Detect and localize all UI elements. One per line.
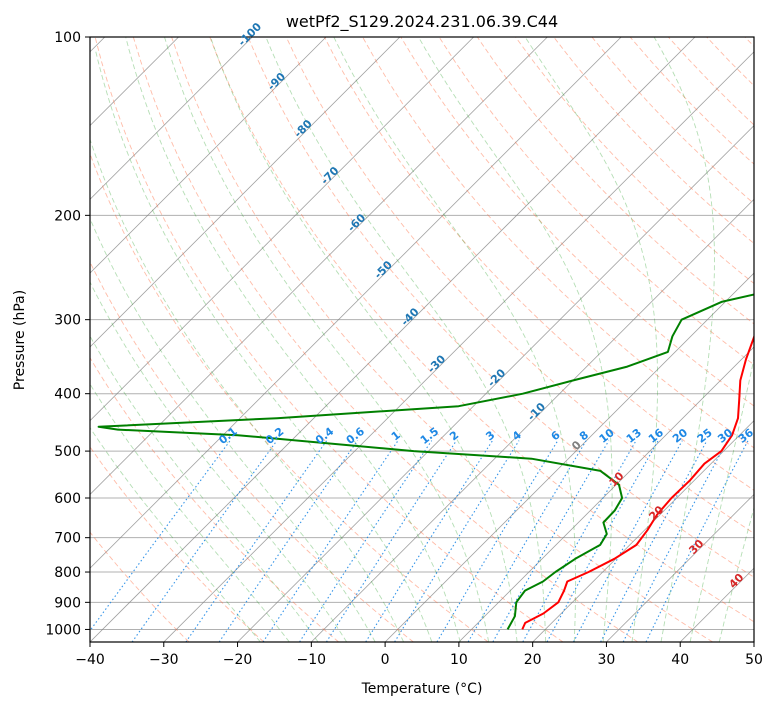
mixing-ratio-label: 16 <box>646 426 666 446</box>
isotherm-label: 30 <box>686 537 706 557</box>
moist-adiabat-line <box>654 37 714 642</box>
mixing-ratio-label: 20 <box>670 426 690 446</box>
dry-adiabat-line <box>0 37 264 642</box>
isotherm-label: 40 <box>726 571 746 591</box>
isotherm-line <box>90 37 695 642</box>
mixing-ratio-line <box>493 441 609 642</box>
mixing-ratio-line <box>263 441 398 642</box>
plot-area <box>0 37 775 642</box>
moist-adiabat-line <box>71 73 404 642</box>
isotherm-label: -50 <box>372 258 395 281</box>
isotherm-label: -100 <box>235 20 264 49</box>
mixing-ratio-label: 1.5 <box>418 425 441 447</box>
isotherm-line <box>0 37 474 642</box>
dry-adiabat-line <box>363 37 775 642</box>
y-tick-label: 800 <box>54 565 81 581</box>
x-tick-label: 50 <box>745 652 763 668</box>
dry-adiabat-line <box>592 37 775 642</box>
mixing-ratio-label: 10 <box>597 426 617 446</box>
mixing-ratio-line <box>395 441 519 642</box>
isotherm-line <box>0 37 326 642</box>
mixing-ratio-line <box>132 441 277 642</box>
dry-adiabat-line <box>172 37 713 642</box>
dry-adiabat-line <box>439 37 775 642</box>
isotherm-line <box>0 37 252 642</box>
dry-adiabat-line <box>707 37 775 642</box>
isotherm-label: -20 <box>485 366 508 389</box>
dry-adiabat-line <box>516 37 775 642</box>
x-tick-label: 0 <box>381 652 390 668</box>
mixing-ratio-line <box>574 441 683 642</box>
isotherm-line <box>311 37 775 642</box>
y-tick-label: 400 <box>54 387 81 403</box>
moist-adiabat-line <box>690 37 775 642</box>
x-tick-label: −20 <box>223 652 253 668</box>
moist-adiabat-line <box>719 37 775 642</box>
y-tick-label: 600 <box>54 491 81 507</box>
moist-adiabat-line <box>525 37 658 642</box>
mixing-ratio-label: 6 <box>549 428 563 443</box>
isotherm-line <box>459 37 775 642</box>
dewpoint-profile-line <box>99 37 775 629</box>
isotherm-label: -70 <box>318 164 341 187</box>
x-tick-label: 40 <box>671 652 689 668</box>
x-tick-label: −40 <box>75 652 105 668</box>
mixing-ratio-line <box>326 441 456 642</box>
dry-adiabat-line <box>133 37 638 642</box>
mixing-ratio-line <box>523 441 636 642</box>
y-axis: 1000 900 800 700 600 500 400 300 200 100 <box>45 30 90 638</box>
mixing-ratio-line <box>82 441 230 642</box>
moist-adiabat-line <box>211 37 518 642</box>
y-tick-label: 1000 <box>45 622 81 638</box>
isotherm-line <box>533 37 775 642</box>
isotherm-label: -40 <box>398 305 421 328</box>
dry-adiabat-line <box>0 37 339 642</box>
mixing-ratio-label: 8 <box>577 428 591 443</box>
y-tick-label: 100 <box>54 30 81 46</box>
mixing-ratio-label: 0.1 <box>216 425 239 447</box>
x-tick-label: −10 <box>297 652 327 668</box>
x-tick-label: 10 <box>450 652 468 668</box>
moist-adiabat-line <box>419 37 613 642</box>
chart-title: wetPf2_S129.2024.231.06.39.C44 <box>286 12 558 32</box>
moist-adiabat-line <box>0 158 289 642</box>
x-tick-label: 20 <box>524 652 542 668</box>
x-tick-label: 30 <box>598 652 616 668</box>
isotherm-label: -10 <box>525 400 548 423</box>
dry-adiabat-line <box>0 37 189 642</box>
isotherm-line <box>16 37 621 642</box>
moist-adiabat-line <box>95 50 432 642</box>
isotherm-line <box>385 37 775 642</box>
mixing-ratio-line <box>437 441 558 642</box>
moist-adiabat-line <box>29 114 347 642</box>
dry-adiabat-line <box>19 37 414 642</box>
mixing-ratio-label: 3 <box>483 428 497 443</box>
y-tick-label: 300 <box>54 313 81 329</box>
isotherm-line <box>0 37 400 642</box>
isotherm-label: 10 <box>607 469 627 489</box>
isotherm-line <box>754 37 775 642</box>
mixing-ratio-label: 25 <box>695 426 715 446</box>
y-tick-label: 500 <box>54 444 81 460</box>
isotherm-label: -90 <box>265 70 288 93</box>
isotherm-label: -30 <box>425 352 448 375</box>
isotherm-line <box>0 37 547 642</box>
x-axis-label: Temperature (°C) <box>361 681 483 697</box>
x-tick-label: −30 <box>149 652 179 668</box>
mixing-ratio-line <box>219 441 357 642</box>
x-axis: −40 −30 −20 −10 0 10 20 30 40 50 <box>75 642 763 668</box>
y-axis-label: Pressure (hPa) <box>12 290 28 390</box>
dry-adiabat-line <box>668 37 775 642</box>
mixing-ratio-label: 0.6 <box>344 425 368 447</box>
isotherm-label: -80 <box>292 117 315 140</box>
moist-adiabat-line <box>165 37 489 642</box>
y-tick-label: 200 <box>54 208 81 224</box>
mixing-ratio-label: 2 <box>447 428 461 443</box>
dry-adiabat-line <box>745 37 775 642</box>
isotherm-label: -60 <box>345 211 368 234</box>
y-tick-label: 900 <box>54 595 81 611</box>
y-tick-label: 700 <box>54 531 81 547</box>
